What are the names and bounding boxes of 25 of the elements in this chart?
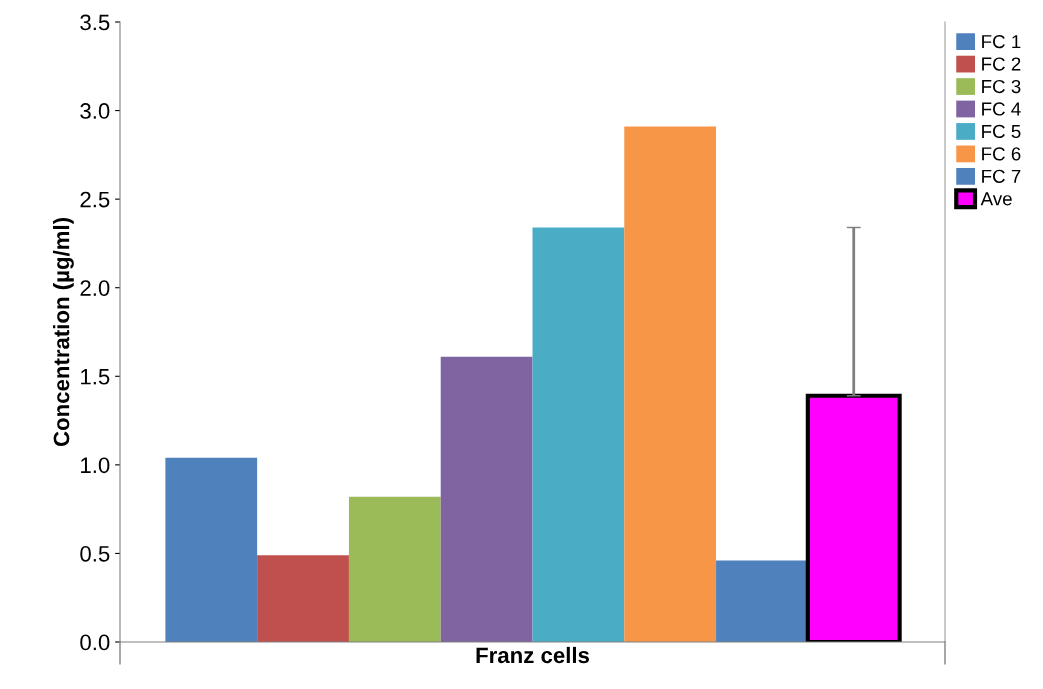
legend-label: FC 7 (982, 169, 1021, 183)
legend-label: FC 6 (982, 147, 1021, 161)
y-tick-label: 3.5 (80, 14, 110, 31)
legend-label: FC 1 (982, 34, 1021, 49)
y-tick-label: 3.0 (80, 103, 110, 119)
bar (440, 356, 533, 642)
legend-label: FC 3 (982, 79, 1021, 94)
bar (716, 560, 808, 642)
bar (624, 126, 717, 642)
y-tick-label: 0.5 (80, 545, 110, 562)
bar (532, 227, 625, 642)
y-tick-label: 2.5 (80, 191, 110, 208)
legend-label: FC 2 (982, 57, 1021, 71)
y-tick-label: 2.0 (80, 280, 110, 296)
y-axis-title: Concentration (µg/ml) (53, 218, 74, 447)
y-tick-label: 1.5 (81, 369, 110, 385)
y-tick-label: 0.0 (80, 634, 110, 651)
legend-label: FC 5 (982, 124, 1021, 139)
bar (165, 457, 258, 642)
y-tick-label: 1.0 (81, 457, 110, 474)
legend-label: Ave (980, 192, 1012, 206)
x-tick-label: Franz cells (476, 646, 590, 664)
bar (348, 496, 441, 642)
bar (257, 555, 349, 642)
legend-label: FC 4 (982, 102, 1021, 116)
